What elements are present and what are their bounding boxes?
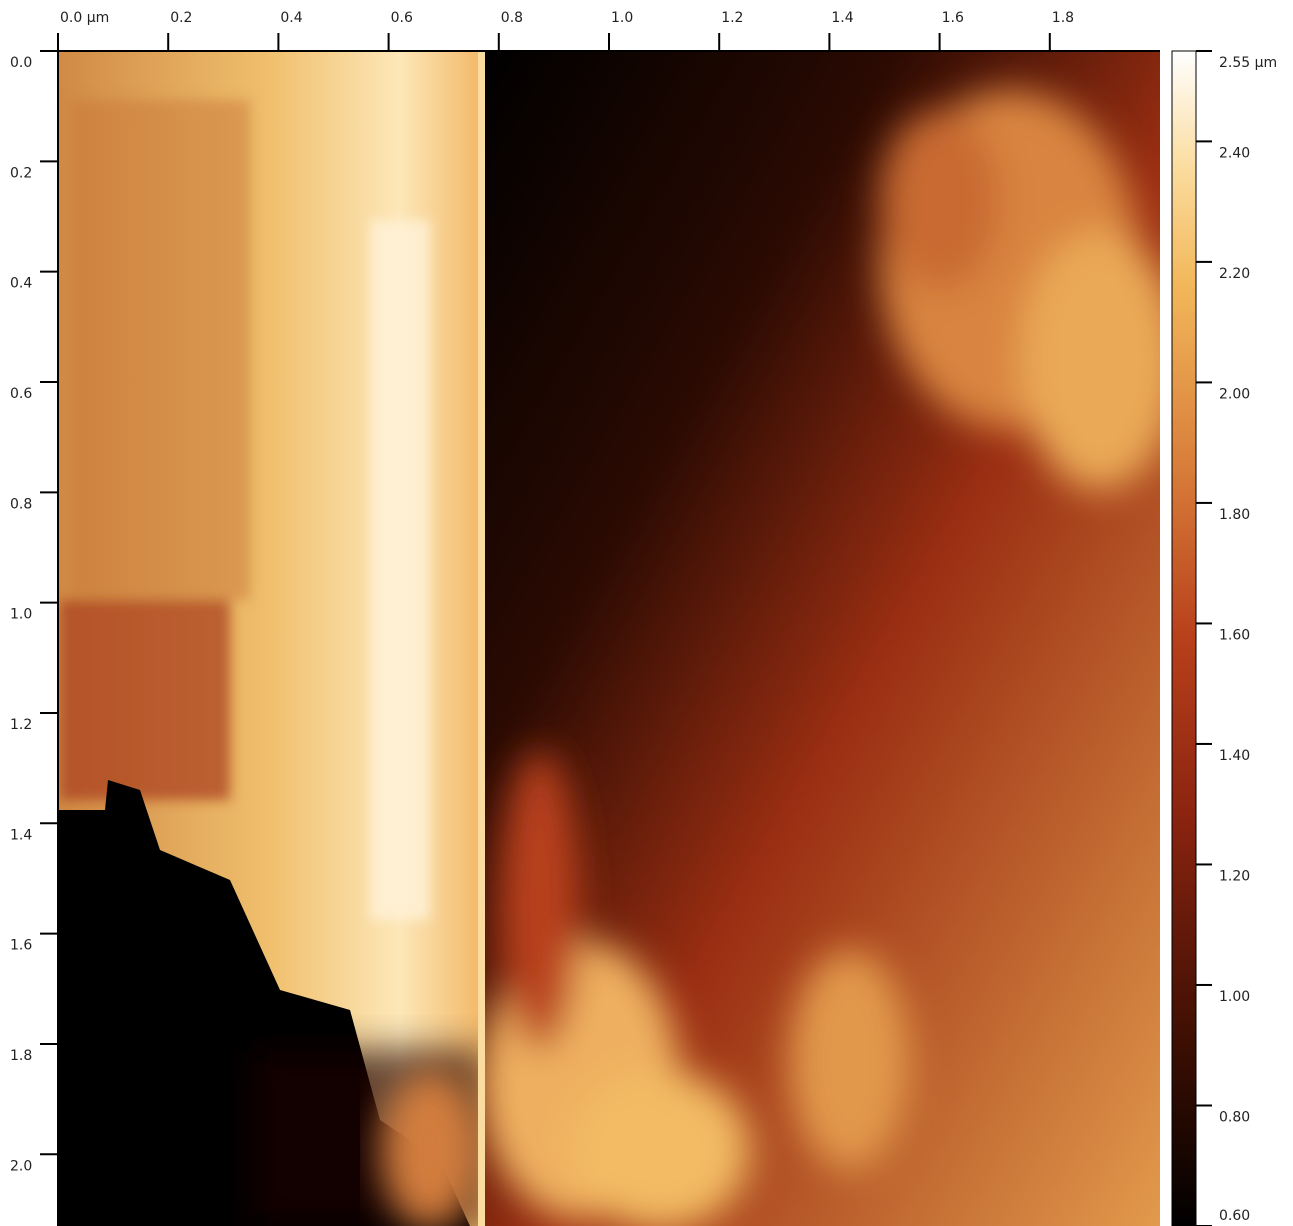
x-tick-label: 0.2 (170, 10, 192, 26)
colorbar (1171, 50, 1197, 1226)
y-tick-label: 1.2 (10, 717, 32, 733)
colorbar-tick-label: 1.40 (1219, 748, 1250, 764)
x-tick-label: 1.4 (831, 10, 853, 26)
colorbar-tick-label: 0.80 (1219, 1109, 1250, 1125)
y-tick-label: 1.4 (10, 827, 32, 843)
colorbar-tick-label: 2.20 (1219, 266, 1250, 282)
x-tick-label: 0.8 (501, 10, 523, 26)
x-tick-label: 0.0 µm (60, 10, 109, 26)
colorbar-tick-label: 1.20 (1219, 868, 1250, 884)
colorbar-tick-label: 2.55 µm (1219, 55, 1277, 71)
y-tick-label: 2.0 (10, 1158, 32, 1174)
y-tick-label: 0.0 (10, 55, 32, 71)
y-tick-label: 1.0 (10, 607, 32, 623)
height-map (40, 33, 1160, 1226)
colorbar-tick-label: 0.60 (1219, 1208, 1250, 1224)
colorbar-tick-label: 2.40 (1219, 145, 1250, 161)
y-tick-label: 0.2 (10, 165, 32, 181)
y-tick-label: 1.6 (10, 938, 32, 954)
x-tick-label: 1.0 (611, 10, 633, 26)
y-tick-label: 0.8 (10, 496, 32, 512)
x-tick-label: 1.6 (942, 10, 964, 26)
x-tick-label: 0.4 (280, 10, 302, 26)
x-tick-label: 0.6 (391, 10, 413, 26)
y-tick-label: 0.4 (10, 276, 32, 292)
colorbar-tick-label: 1.60 (1219, 627, 1250, 643)
x-tick-label: 1.2 (721, 10, 743, 26)
colorbar-tick-label: 1.80 (1219, 507, 1250, 523)
colorbar-tick-label: 1.00 (1219, 989, 1250, 1005)
y-tick-label: 1.8 (10, 1048, 32, 1064)
colorbar-tick-label: 2.00 (1219, 386, 1250, 402)
y-tick-label: 0.6 (10, 386, 32, 402)
x-tick-label: 1.8 (1052, 10, 1074, 26)
